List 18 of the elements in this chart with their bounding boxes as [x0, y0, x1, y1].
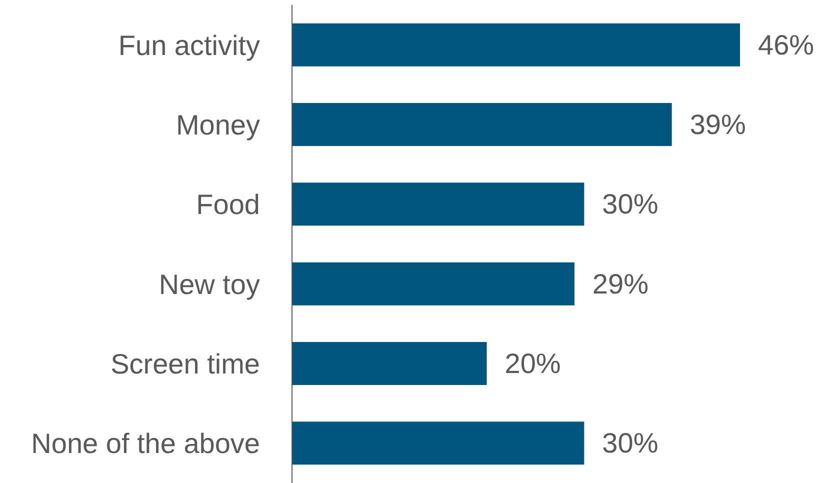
data-label: 29%: [592, 268, 648, 300]
bar: [292, 422, 584, 465]
bar: [292, 262, 574, 306]
y-tick-label: Money: [176, 109, 260, 140]
bar: [292, 23, 740, 66]
data-label: 39%: [690, 108, 746, 140]
data-label: 30%: [602, 428, 658, 459]
y-tick-label: New toy: [158, 268, 260, 300]
y-tick-label: Food: [196, 189, 260, 220]
y-tick-label: Fun activity: [118, 30, 260, 61]
bar: [292, 102, 672, 146]
y-tick-label: None of the above: [31, 428, 260, 460]
data-label: 20%: [504, 348, 561, 379]
data-label: 46%: [758, 29, 814, 60]
data-label: 30%: [602, 188, 658, 220]
y-tick-label: Screen time: [110, 348, 260, 380]
bar: [292, 342, 487, 385]
bar: [292, 182, 584, 226]
